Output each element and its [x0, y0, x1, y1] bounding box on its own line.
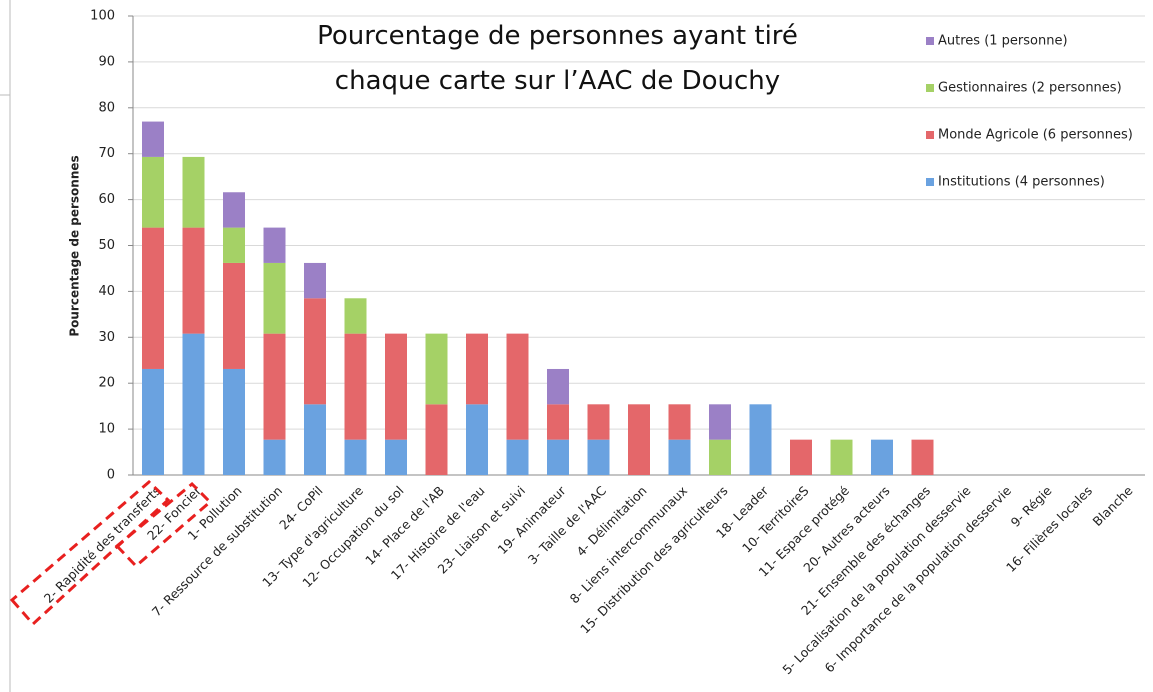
bar-segment [142, 227, 164, 369]
bar-segment [263, 439, 286, 475]
y-tick-label: 60 [98, 192, 115, 207]
y-tick-label: 100 [90, 9, 115, 24]
y-tick-label: 30 [98, 330, 115, 345]
y-tick-label: 0 [107, 468, 115, 483]
bar-segment [709, 439, 731, 475]
highlight-box [114, 481, 213, 569]
y-tick-label: 70 [98, 146, 115, 161]
y-tick-label: 50 [98, 238, 115, 253]
legend-swatch [926, 84, 934, 92]
legend-label: Autres (1 personne) [938, 34, 1068, 49]
bar-segment [263, 262, 286, 334]
bar-segment [466, 404, 488, 475]
bar-segment [344, 298, 367, 334]
y-tick-label: 20 [98, 376, 115, 391]
bar-segment [182, 156, 205, 228]
x-tick-label: 2- Rapidité des transferts [41, 483, 164, 606]
bar-segment [790, 439, 812, 475]
x-tick-label: 15- Distribution des agriculteurs [577, 483, 730, 636]
bar-segment [263, 227, 286, 263]
bar-segment [668, 439, 691, 475]
chart-title: Pourcentage de personnes ayant tiré chaq… [317, 21, 798, 96]
legend-swatch [926, 131, 934, 139]
plot: 0 10 20 30 40 50 60 70 80 90 100 2- Rapidité des tr… [41, 9, 1145, 677]
bar-segment [223, 227, 245, 263]
highlight-box [9, 479, 171, 627]
bar-segment [182, 227, 205, 334]
bar-segment [182, 333, 205, 475]
bar-segment [628, 404, 650, 475]
bar-segment [425, 404, 448, 475]
legend-swatch [926, 37, 934, 45]
y-tick-label: 80 [98, 100, 115, 115]
x-tick-label: 5- Localisation de la population desserv… [779, 483, 973, 677]
x-tick-label: 4- Délimitation [573, 483, 649, 559]
bar-segment [425, 333, 448, 405]
legend-swatch [926, 178, 934, 186]
bar-segment [385, 439, 407, 475]
y-axis-label: Pourcentage de personnes [68, 155, 82, 336]
y-tick-label: 40 [98, 284, 115, 299]
bar-segment [587, 439, 610, 475]
legend-label: Gestionnaires (2 personnes) [938, 81, 1122, 96]
bar-segment [304, 262, 326, 299]
bar-segment [506, 333, 529, 440]
legend-label: Institutions (4 personnes) [938, 175, 1105, 190]
bar-segment [911, 439, 934, 475]
bar-segment [547, 368, 569, 405]
bar-segment [749, 404, 772, 475]
bar-segment [344, 439, 367, 475]
x-tick-label: 6- Importance de la population desservie [822, 483, 1015, 676]
bar-segment [587, 404, 610, 440]
bar-segment [142, 368, 164, 475]
bar-segment [223, 368, 245, 475]
bar-segment [709, 404, 731, 440]
x-tick-label: Blanche [1090, 483, 1136, 529]
bar-segment [668, 404, 691, 440]
bar-segment [223, 192, 245, 228]
bar-segment [223, 262, 245, 369]
y-tick-label: 90 [98, 54, 115, 69]
bar-segment [547, 439, 569, 475]
bar-segment [385, 333, 407, 440]
bar-segment [871, 439, 893, 475]
y-tick-label: 10 [98, 422, 115, 437]
bar-segment [547, 404, 569, 440]
bar-segment [263, 333, 286, 440]
bar-segment [344, 333, 367, 440]
bar-segment [304, 404, 326, 475]
bar-segment [142, 121, 164, 157]
bar-segment [506, 439, 529, 475]
legend-label: Monde Agricole (6 personnes) [938, 128, 1133, 143]
bar-segment [142, 156, 164, 228]
bar-segment [304, 298, 326, 405]
bar-segment [466, 333, 488, 405]
bar-segment [830, 439, 853, 475]
